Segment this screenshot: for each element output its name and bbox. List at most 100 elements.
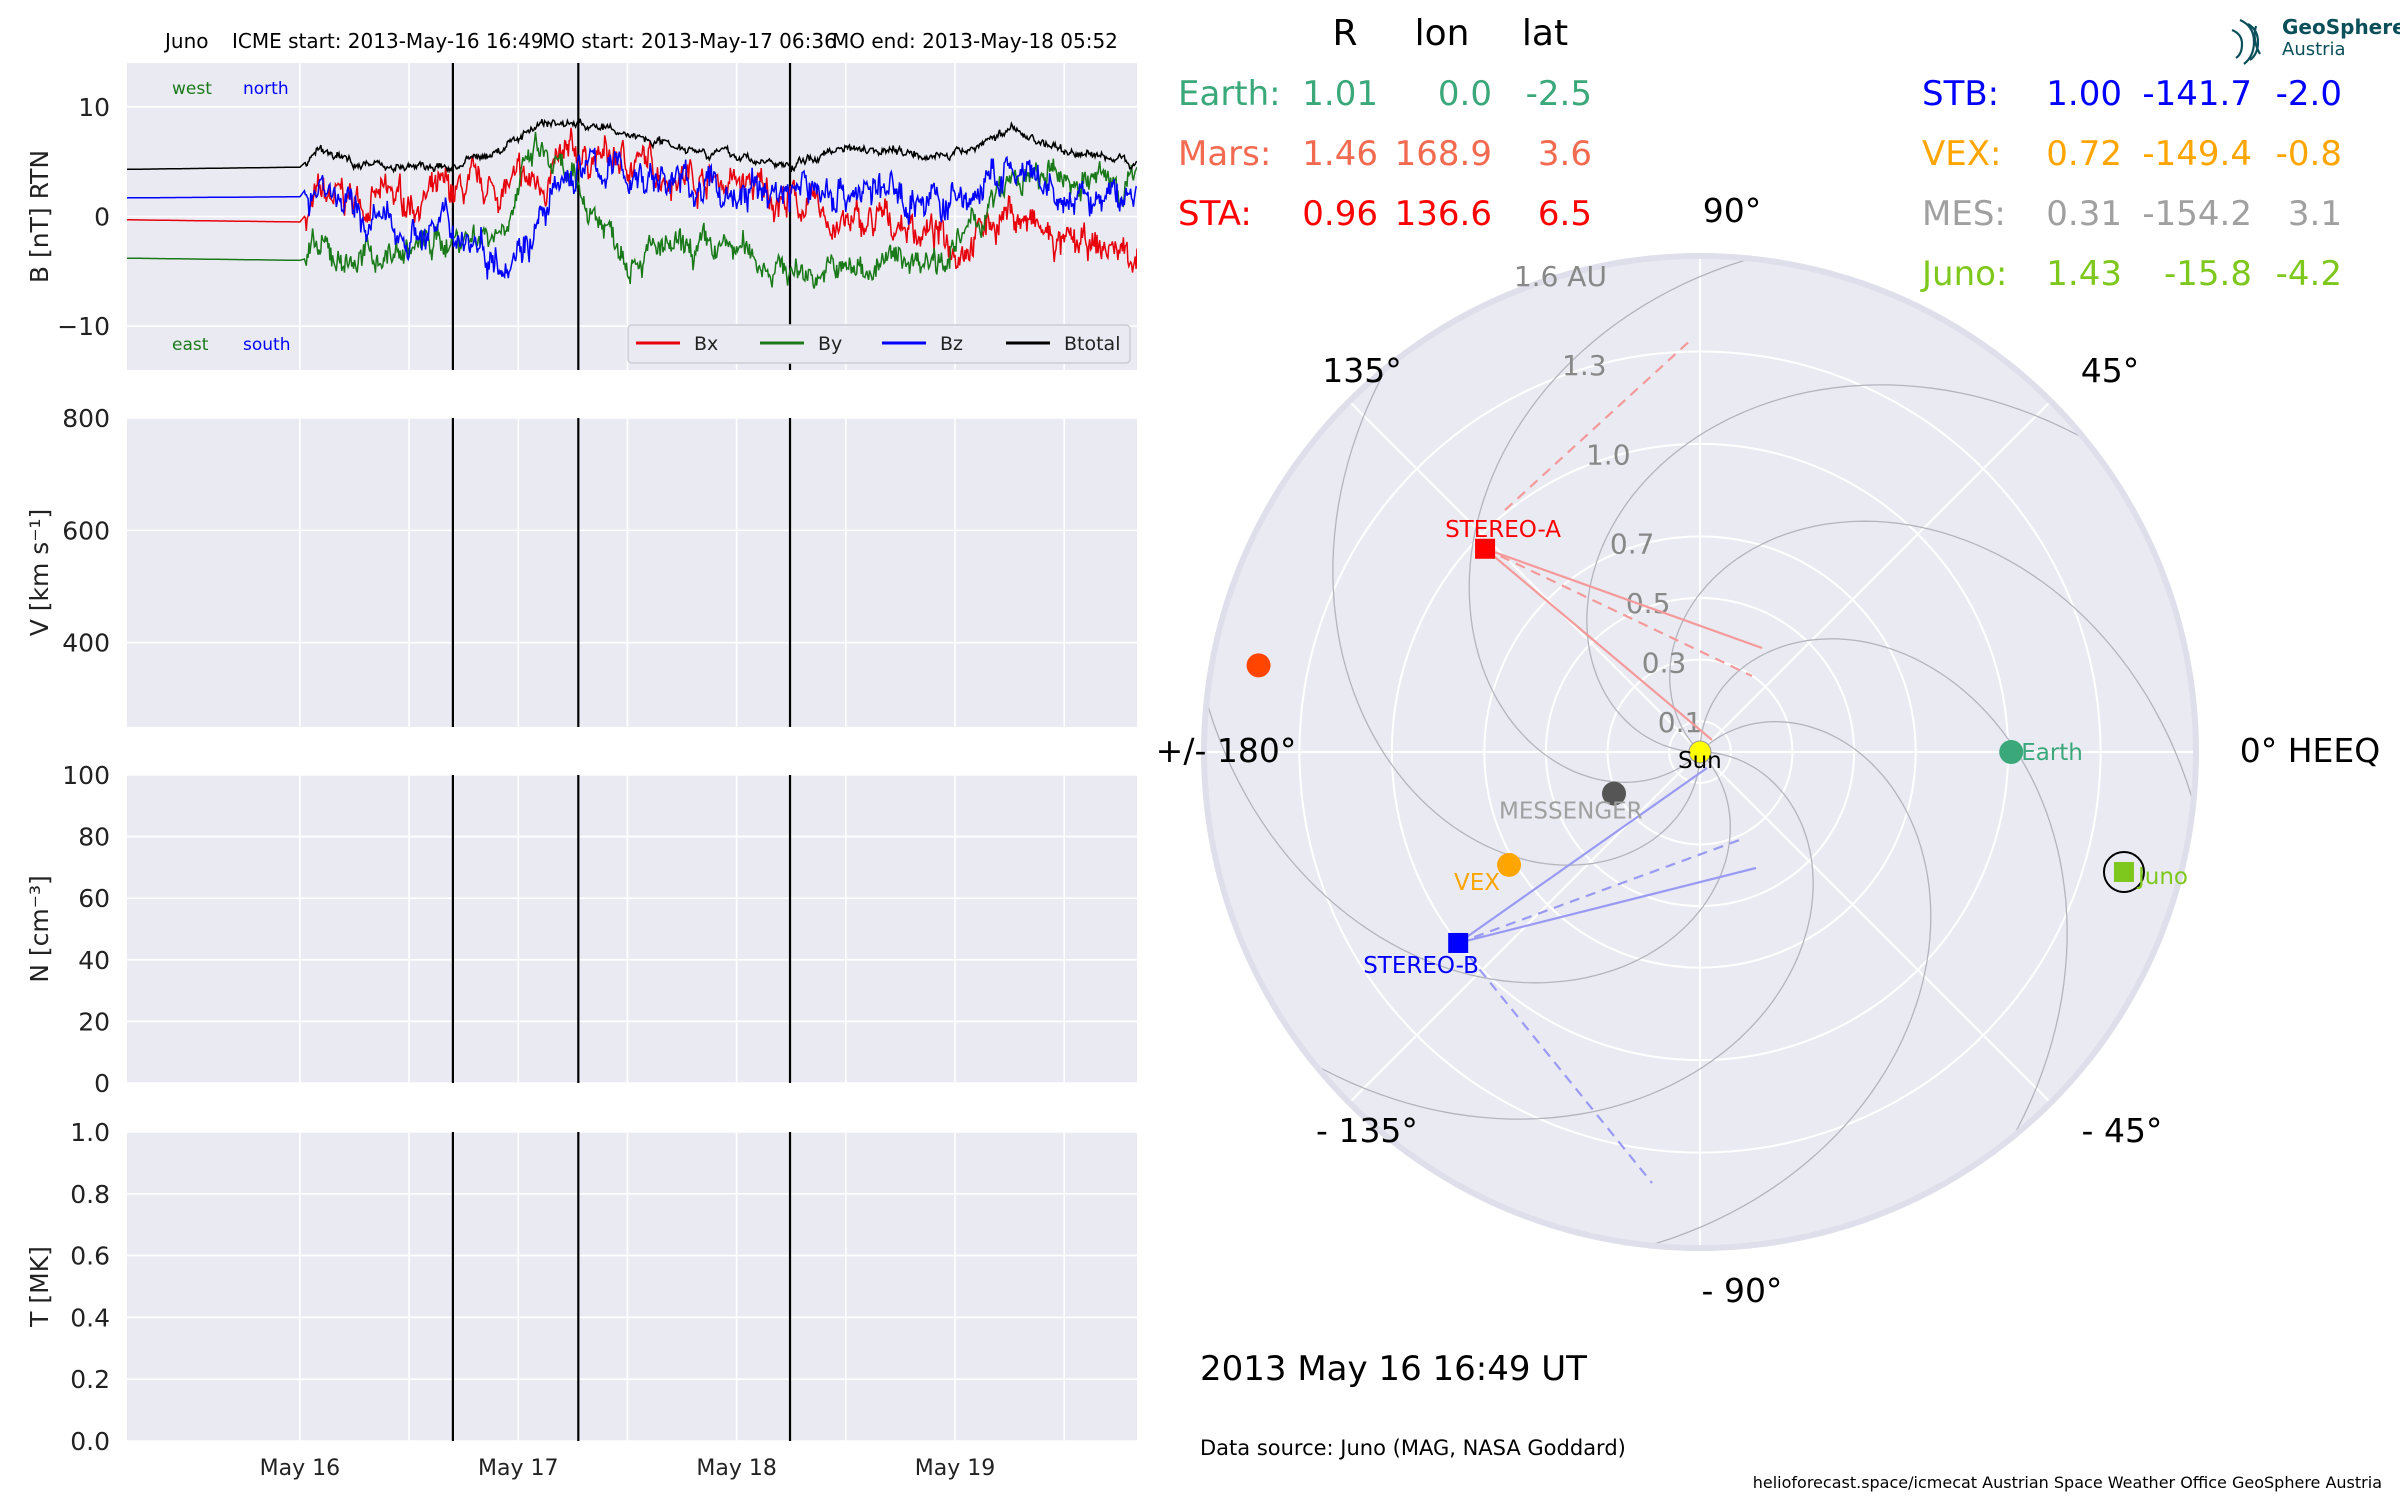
angle-label: - 135° [1316, 1111, 1418, 1150]
table-row-lon: -154.2 [2142, 194, 2252, 234]
y-tick-label: 0 [94, 203, 110, 232]
y-axis-label: T [MK] [25, 1246, 54, 1328]
radial-tick-label: 1.0 [1586, 438, 1631, 471]
panel-speed: 800 600 400 V [km s⁻¹] [25, 404, 1137, 727]
x-tick-label: May 16 [260, 1456, 340, 1481]
radial-tick-label: 0.7 [1610, 528, 1655, 561]
indicator-line [1484, 547, 1713, 741]
table-row-lon: 136.6 [1395, 194, 1492, 234]
y-tick-label: −10 [57, 312, 110, 341]
body-vex-label: VEX [1454, 870, 1500, 896]
table-row-r: 1.01 [1302, 74, 1378, 114]
table-row-lat: -4.2 [2276, 254, 2342, 294]
y-tick-label: 0.0 [70, 1427, 110, 1456]
logo-line2: Austria [2282, 39, 2346, 60]
table-row-name: VEX: [1922, 134, 2002, 174]
panel-background [127, 418, 1137, 727]
parker-spiral [1332, 317, 1701, 866]
panel-mag: 10 0 −10B [nT] RTN west north east south Bx By Bz… [25, 63, 1137, 370]
y-tick-label: 0 [94, 1069, 110, 1098]
y-tick-label: 400 [62, 629, 110, 658]
body-stereo-a-marker [1475, 538, 1496, 559]
indicator-line [1484, 547, 1763, 650]
table-row-lon: -149.4 [2142, 134, 2252, 174]
parker-spiral [1586, 384, 2135, 753]
indicator-line-dashed [1484, 547, 1753, 677]
footer-data-source: Data source: Juno (MAG, NASA Goddard) [1200, 1436, 1626, 1460]
body-earth-label: Earth [2021, 740, 2083, 766]
body-earth-marker [1999, 740, 2024, 764]
panel-density: 100 80 60 40 20 0 N [cm⁻³] [25, 761, 1137, 1098]
parker-spiral [1207, 644, 1731, 984]
parker-spiral [1265, 751, 1814, 1120]
body-unnamed-marker [1246, 653, 1271, 678]
table-row-name: STB: [1922, 74, 1999, 114]
logo-swirl-icon [2231, 18, 2261, 65]
parker-spiral [1699, 638, 2068, 1187]
y-tick-label: 1.0 [70, 1118, 110, 1147]
body-sun-marker [1688, 740, 1712, 764]
panel-temperature: 1.0 0.8 0.6 0.4 0.2 0.0 T [MK] May 16 May 17 May … [25, 1118, 1137, 1481]
table-row-name: Juno: [1920, 254, 2007, 294]
body-juno-label: Juno [2136, 864, 2188, 890]
juno-highlight-ring [2102, 850, 2145, 893]
table-row-lat: -0.8 [2276, 134, 2342, 174]
indicator-line-dashed [1457, 942, 1653, 1184]
series-by [127, 131, 1137, 289]
angle-label: - 90° [1702, 1271, 1783, 1310]
y-tick-label: 800 [62, 404, 110, 433]
table-header-r: R [1332, 13, 1357, 54]
y-tick-label: 0.6 [70, 1242, 110, 1271]
series-btotal [127, 118, 1137, 174]
indicator-line-dashed [1504, 337, 1694, 511]
table-row-r: 0.72 [2046, 134, 2122, 174]
table-row-lon: 0.0 [1438, 74, 1492, 114]
legend-label-btotal: Btotal [1064, 333, 1120, 355]
legend: Bx By Bz Btotal [627, 324, 1131, 364]
table-row-name: STA: [1178, 194, 1252, 234]
angle-label: 135° [1322, 351, 1402, 390]
table-row-name: Mars: [1178, 134, 1271, 174]
annotation-north: north [243, 79, 289, 99]
y-tick-label: 40 [78, 946, 110, 975]
table-row-r: 0.31 [2046, 194, 2122, 234]
body-stereo-a-label: STEREO-A [1445, 517, 1561, 543]
table-row-name: Earth: [1178, 74, 1281, 114]
table-right-rows: STB: 1.00 -141.7 -2.0 VEX: 0.72 -149.4 -0.8 MES:… [1920, 74, 2342, 294]
table-row-lon: -15.8 [2164, 254, 2252, 294]
angle-label: 90° [1703, 191, 1762, 230]
table-row-r: 0.96 [1302, 194, 1378, 234]
polar-spoke [1350, 402, 1701, 753]
angle-label: - 45° [2082, 1111, 2163, 1150]
table-row-lat: 3.1 [2288, 194, 2342, 234]
geosphere-logo: GeoSphere Austria [2231, 15, 2400, 65]
angle-label: 45° [2081, 351, 2140, 390]
polar-spoke [1699, 751, 2050, 1102]
table-row-name: MES: [1922, 194, 2006, 234]
legend-label-by: By [818, 333, 842, 355]
indicator-line [1457, 767, 1708, 944]
y-tick-label: 600 [62, 516, 110, 545]
radial-tick-label: 0.1 [1658, 706, 1703, 739]
logo-line1: GeoSphere [2282, 15, 2400, 39]
y-tick-label: 0.8 [70, 1180, 110, 1209]
polar-spoke [1699, 402, 2050, 753]
table-row-r: 1.00 [2046, 74, 2122, 114]
parker-spiral [1468, 259, 1808, 783]
annotation-south: south [243, 335, 290, 355]
series-bz [127, 147, 1137, 280]
body-messenger-label: MESSENGER [1499, 799, 1643, 825]
radial-tick-label: 0.5 [1626, 587, 1671, 620]
table-row-lon: 168.9 [1395, 134, 1492, 174]
body-sun-label: Sun [1678, 748, 1722, 774]
parker-spiral [1592, 721, 1932, 1245]
legend-label-bz: Bz [940, 333, 963, 355]
series-bx [127, 127, 1137, 273]
body-stereo-b-label: STEREO-B [1363, 953, 1479, 979]
position-table: R lon lat Earth: 1.01 0.0 -2.5 Mars: 1.46 168.… [1178, 13, 2342, 294]
header-spacecraft: Juno [163, 29, 209, 53]
x-tick-label: May 18 [696, 1456, 776, 1481]
table-row-lon: -141.7 [2142, 74, 2252, 114]
